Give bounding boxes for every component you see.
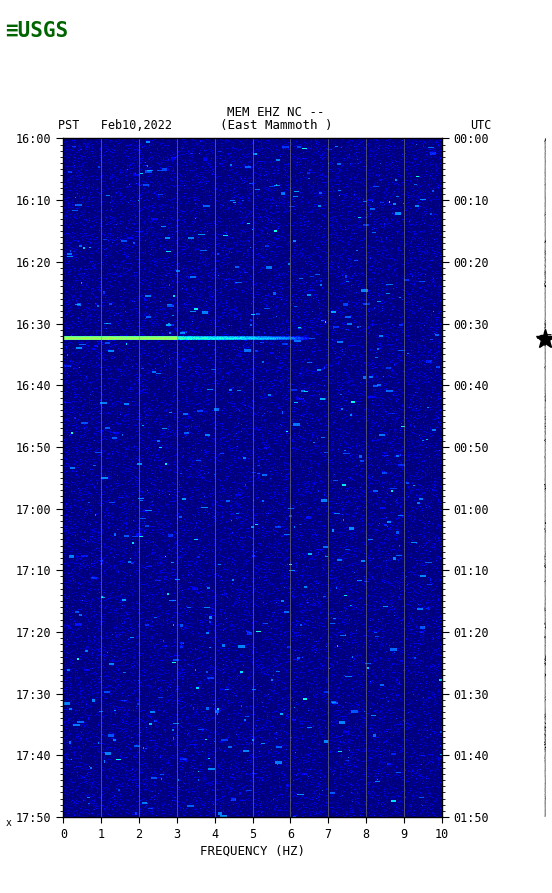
Text: (East Mammoth ): (East Mammoth ) [220,119,332,132]
X-axis label: FREQUENCY (HZ): FREQUENCY (HZ) [200,845,305,857]
Text: ≡USGS: ≡USGS [6,21,68,40]
Text: PST   Feb10,2022: PST Feb10,2022 [58,119,172,132]
Text: MEM EHZ NC --: MEM EHZ NC -- [227,105,325,119]
Text: UTC: UTC [470,119,491,132]
Text: x: x [6,818,12,828]
